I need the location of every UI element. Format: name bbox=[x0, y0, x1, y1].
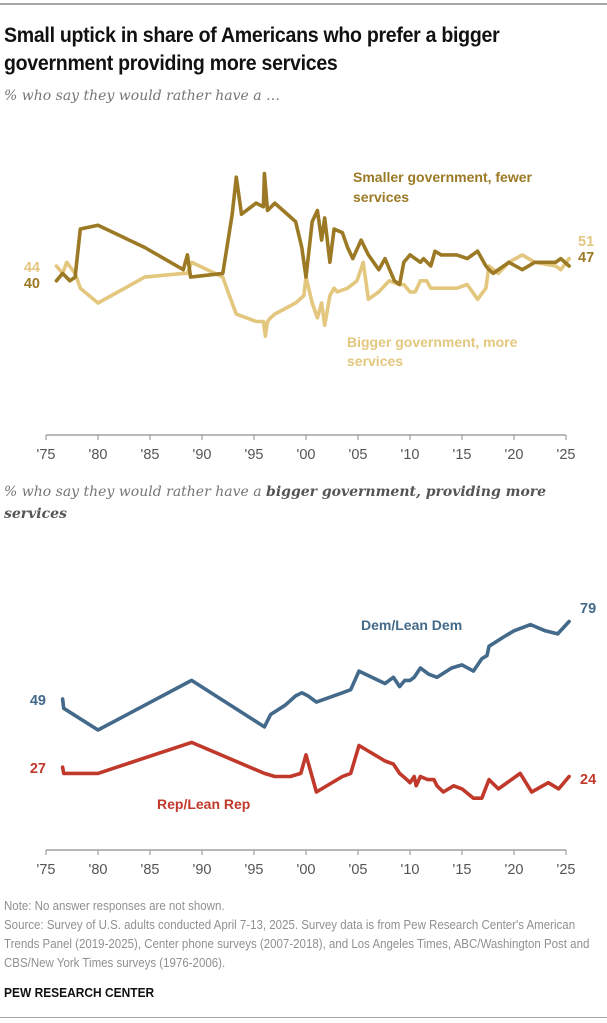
bottom-chart-x-tick-label: '15 bbox=[453, 862, 472, 878]
bottom-chart-x-tick-label: '85 bbox=[141, 862, 160, 878]
top-chart-x-tick-label: '25 bbox=[557, 447, 576, 463]
top-chart-x-tick-label: '95 bbox=[245, 447, 264, 463]
series-line-rep bbox=[60, 740, 571, 800]
bottom-chart-x-tick-label: '20 bbox=[505, 862, 524, 878]
start-label-rep: 27 bbox=[30, 761, 46, 777]
source-text: Source: Survey of U.S. adults conducted … bbox=[4, 918, 590, 970]
legend-label-rep: Rep/Lean Rep bbox=[157, 796, 250, 812]
start-label-smaller: 40 bbox=[24, 276, 40, 292]
legend-label-bigger-line2: services bbox=[347, 353, 403, 369]
series-line-bigger-government bbox=[54, 253, 571, 339]
top-chart-x-tick-label: '00 bbox=[297, 447, 316, 463]
series-line-smaller-government bbox=[54, 171, 571, 287]
top-chart-x-tick-label: '05 bbox=[349, 447, 368, 463]
bottom-chart-x-tick-label: '95 bbox=[245, 862, 264, 878]
top-chart-x-tick-label: '80 bbox=[89, 447, 108, 463]
legend-label-dem: Dem/Lean Dem bbox=[361, 617, 462, 633]
bottom-chart-x-tick-label: '80 bbox=[89, 862, 108, 878]
chart-notes: Note: No answer responses are not shown.… bbox=[4, 897, 607, 973]
end-label-rep: 24 bbox=[580, 772, 596, 788]
bottom-chart-x-tick-label: '90 bbox=[193, 862, 212, 878]
note-text: Note: No answer responses are not shown. bbox=[4, 899, 225, 913]
top-chart-x-tick-label: '90 bbox=[193, 447, 212, 463]
brand-label: PEW RESEARCH CENTER bbox=[4, 985, 155, 1000]
top-chart-x-tick-label: '75 bbox=[37, 447, 56, 463]
bottom-chart-x-tick-label: '00 bbox=[297, 862, 316, 878]
bottom-chart-x-tick-label: '05 bbox=[349, 862, 368, 878]
bottom-chart-x-tick-label: '25 bbox=[557, 862, 576, 878]
chart-subtitle-bottom: % who say they would rather have a bigge… bbox=[4, 481, 604, 525]
start-label-dem: 49 bbox=[30, 693, 46, 709]
legend-label-smaller-line2: services bbox=[353, 189, 409, 205]
end-label-smaller: 47 bbox=[578, 250, 594, 266]
chart-title: Small uptick in share of Americans who p… bbox=[4, 24, 500, 75]
top-chart-x-tick-label: '20 bbox=[505, 447, 524, 463]
subtitle-bottom-bold: bigger government, providing more servic… bbox=[4, 484, 547, 522]
end-label-dem: 79 bbox=[580, 601, 596, 617]
top-chart-x-tick-label: '85 bbox=[141, 447, 160, 463]
legend-label-smaller-line1: Smaller government, fewer bbox=[353, 169, 533, 185]
end-label-bigger: 51 bbox=[578, 234, 594, 250]
start-label-bigger: 44 bbox=[24, 260, 40, 276]
bottom-rule bbox=[0, 1017, 607, 1018]
bottom-chart-x-tick-label: '75 bbox=[37, 862, 56, 878]
subtitle-bottom-prefix: % who say they would rather have a bbox=[4, 484, 267, 500]
top-rule bbox=[0, 3, 607, 5]
legend-label-bigger-line1: Bigger government, more bbox=[347, 334, 518, 350]
chart-subtitle-top: % who say they would rather have a … bbox=[4, 88, 281, 104]
top-chart-x-tick-label: '10 bbox=[401, 447, 420, 463]
top-chart-x-tick-label: '15 bbox=[453, 447, 472, 463]
bottom-chart-x-tick-label: '10 bbox=[401, 862, 420, 878]
series-line-dem bbox=[60, 619, 571, 732]
